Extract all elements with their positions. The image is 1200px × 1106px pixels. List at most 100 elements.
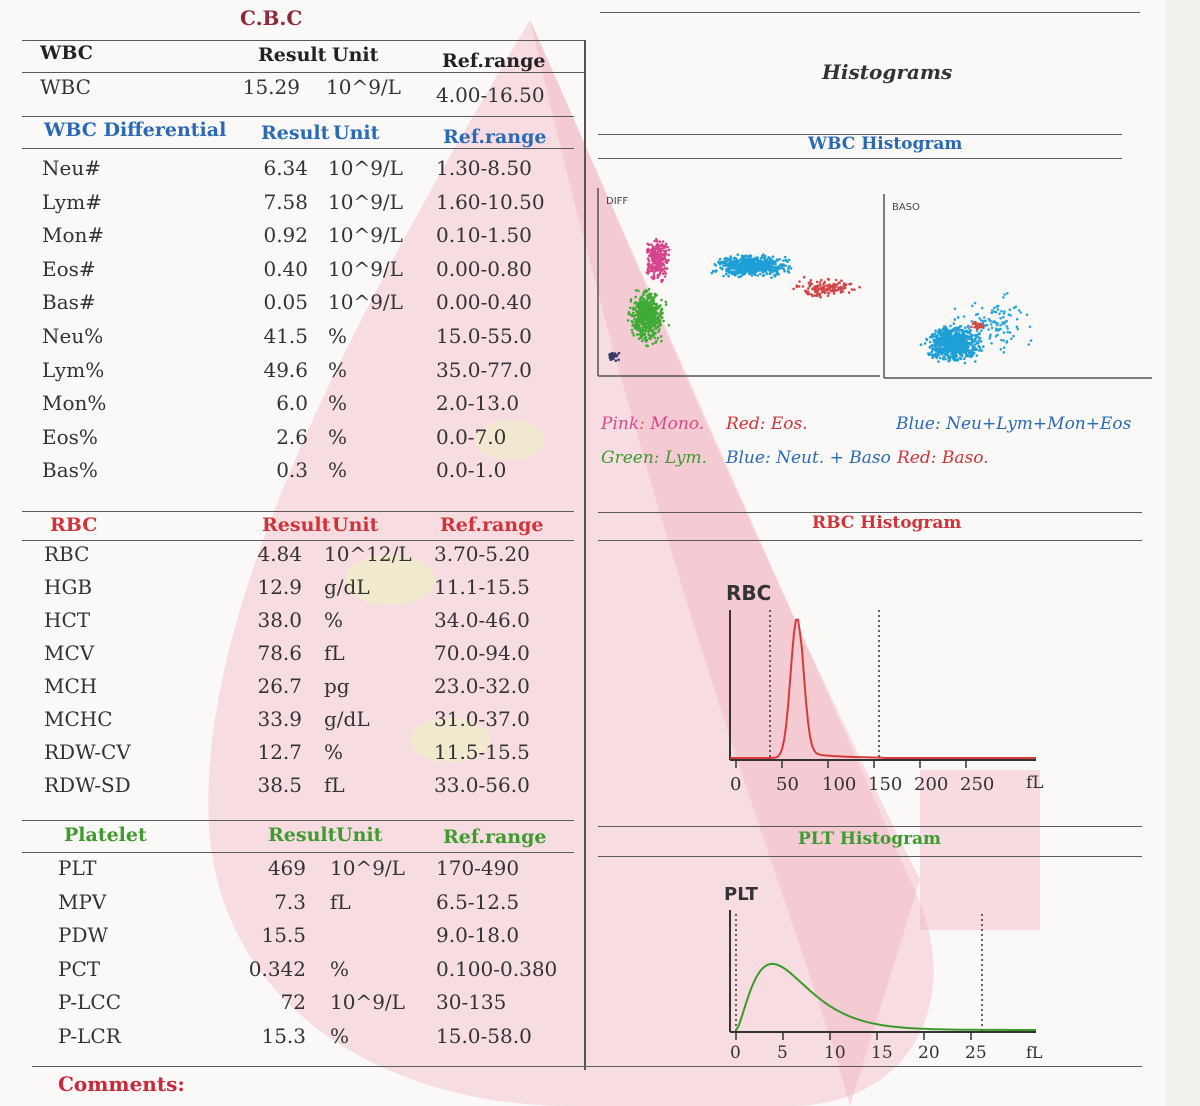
rbc-tick-label: 0 — [730, 774, 741, 795]
legend-red-baso: Red: Baso. — [897, 448, 989, 468]
plt-histogram-chart: PLT 0 5 10 15 20 25 fL — [724, 884, 1043, 1063]
row-unit: g/dL — [324, 575, 370, 599]
row-unit: fL — [324, 641, 345, 665]
row-result: 0.92 — [263, 223, 308, 248]
row-result: 26.7 — [257, 674, 302, 698]
plt-col-result: Result — [268, 824, 337, 846]
row-result: 49.6 — [263, 357, 308, 382]
rbc-hist-rule-bottom — [598, 540, 1142, 541]
rbc-col-ref: Ref.range — [440, 514, 544, 536]
rbc-tick-label: 100 — [822, 774, 856, 795]
row-ref: 0.0-7.0 — [436, 424, 507, 449]
row-unit: fL — [324, 773, 345, 797]
row-ref: 23.0-32.0 — [434, 674, 530, 698]
rbc-chart-label: RBC — [726, 581, 771, 605]
baso-scatterplot: BASO — [883, 194, 1152, 379]
row-unit: 10^12/L — [324, 542, 412, 566]
row-result: 7.58 — [263, 189, 308, 214]
row-result: 6.34 — [263, 156, 308, 180]
wbc-col-result: Result — [258, 44, 327, 66]
row-ref: 33.0-56.0 — [434, 773, 530, 797]
row-result: 38.0 — [257, 608, 302, 632]
row-unit: 10^9/L — [328, 256, 403, 281]
row-ref: 0.100-0.380 — [436, 956, 558, 981]
row-name: Mon% — [42, 391, 107, 416]
wbc-col-ref: Ref.range — [442, 50, 546, 72]
plt-tick-label: 5 — [777, 1043, 788, 1063]
row-result: 2.6 — [276, 424, 308, 449]
row-ref: 11.1-15.5 — [434, 575, 530, 599]
top-rule — [600, 12, 1140, 13]
comments-rule — [32, 1066, 1142, 1067]
row-result: 0.342 — [248, 956, 306, 981]
row-ref: 35.0-77.0 — [436, 357, 532, 382]
row-result: 4.84 — [257, 542, 302, 566]
row-name: Neu# — [42, 156, 101, 180]
wbc-heading: WBC — [40, 42, 93, 64]
rbc-histogram-chart: RBC 0 50 100 150 200 250 fL — [726, 581, 1044, 795]
row-ref: 6.5-12.5 — [436, 889, 520, 914]
row-name: Bas% — [42, 458, 98, 483]
row-unit: pg — [324, 674, 350, 698]
rbc-histogram-title: RBC Histogram — [812, 513, 962, 533]
row-ref: 9.0-18.0 — [436, 923, 520, 948]
row-result: 0.40 — [263, 256, 308, 281]
row-name: Lym# — [42, 189, 102, 214]
row-ref: 11.5-15.5 — [434, 740, 530, 764]
diff-heading: WBC Differential — [44, 119, 227, 141]
row-name: MCH — [44, 674, 98, 698]
row-unit: % — [328, 324, 348, 348]
plt-hist-rule-top — [598, 826, 1142, 827]
row-name: RBC — [44, 542, 90, 566]
plt-tick-label: 15 — [871, 1043, 893, 1063]
row-ref: 0.00-0.80 — [436, 256, 532, 281]
row-unit: % — [324, 608, 344, 632]
row-unit: % — [328, 357, 348, 382]
row-name: Mon# — [42, 223, 105, 248]
diff-label: DIFF — [606, 196, 628, 207]
baso-label: BASO — [892, 202, 920, 213]
histograms-title: Histograms — [822, 60, 953, 84]
row-ref: 31.0-37.0 — [434, 707, 530, 731]
plt-tick-label: 10 — [824, 1043, 846, 1063]
row-result: 6.0 — [276, 391, 308, 416]
row-ref: 30-135 — [436, 990, 507, 1015]
diff-col-ref: Ref.range — [443, 126, 547, 148]
row-ref: 0.10-1.50 — [436, 223, 532, 248]
plt-histogram-title: PLT Histogram — [798, 829, 942, 849]
row-unit: % — [330, 1024, 350, 1048]
plt-col-ref: Ref.range — [443, 826, 547, 848]
legend-green: Green: Lym. — [601, 448, 708, 468]
row-unit: % — [328, 391, 348, 416]
rbc-tick-label: 200 — [914, 774, 948, 795]
row-ref: 1.30-8.50 — [436, 156, 532, 180]
wbc-histogram-title: WBC Histogram — [808, 134, 963, 154]
rbc-rule-head — [22, 540, 574, 541]
scatter-points — [608, 237, 861, 362]
diff-rule-head — [22, 148, 574, 149]
row-ref: 2.0-13.0 — [436, 391, 520, 416]
row-ref: 15.0-55.0 — [436, 324, 532, 348]
row-name: RDW-SD — [44, 773, 131, 797]
scatter-points — [919, 292, 1033, 365]
row-unit: % — [330, 956, 350, 981]
row-result: 12.7 — [257, 740, 302, 764]
row-unit: % — [328, 424, 348, 449]
plt-hist-rule-bottom — [598, 856, 1142, 857]
row-ref: 1.60-10.50 — [436, 189, 545, 214]
row-result: 469 — [267, 856, 306, 880]
rbc-tick-label: 150 — [868, 774, 902, 795]
row-result: 7.3 — [274, 889, 306, 914]
diff-scatterplot: DIFF — [597, 188, 880, 377]
diff-col-result: Result — [261, 122, 330, 144]
row-name: Neu% — [42, 324, 104, 348]
row-name: Bas# — [42, 290, 96, 315]
row-name: MPV — [58, 889, 107, 914]
plt-tick-label: 0 — [730, 1043, 741, 1063]
row-name: MCV — [44, 641, 95, 665]
rbc-col-result: Result — [262, 514, 331, 536]
row-ref: 170-490 — [436, 856, 520, 880]
row-name: Eos% — [42, 424, 98, 449]
plt-rule-top — [22, 820, 574, 821]
row-name: PCT — [58, 956, 101, 981]
